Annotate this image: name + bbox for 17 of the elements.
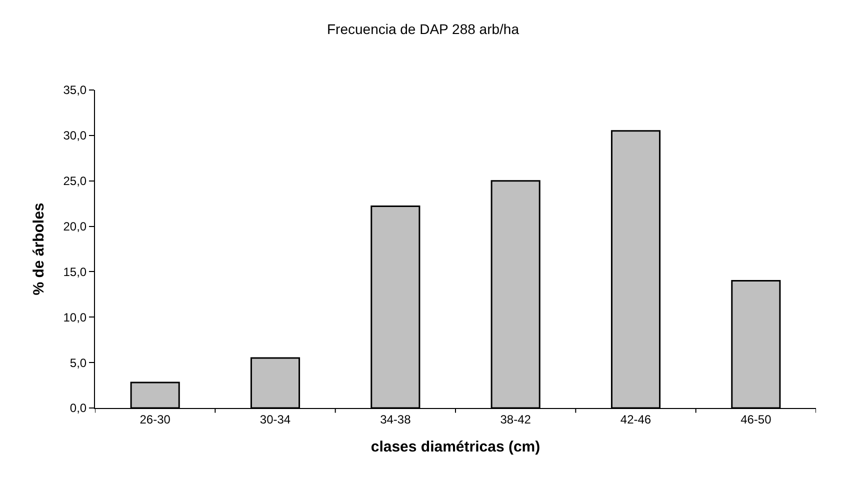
chart-title: Frecuencia de DAP 288 arb/ha: [327, 21, 520, 38]
y-tick-label: 35,0: [63, 83, 87, 98]
x-tick-label: 38-42: [500, 412, 532, 426]
y-tick-label: 0,0: [70, 401, 87, 416]
x-tick-label: 26-30: [140, 412, 171, 426]
y-tick-label: 5,0: [70, 356, 87, 370]
y-tick-label: 30,0: [63, 128, 87, 143]
y-axis-title: % de árboles: [30, 202, 48, 296]
x-tick-label: 42-46: [620, 412, 652, 426]
y-tick-label: 10,0: [63, 310, 87, 324]
x-tick-label: 46-50: [740, 412, 772, 426]
x-tick-label: 34-38: [380, 412, 412, 426]
x-tick-label: 30-34: [260, 412, 291, 426]
y-tick-label: 15,0: [63, 264, 87, 279]
y-tick-label: 25,0: [63, 174, 87, 188]
x-axis-title: clases diamétricas (cm): [370, 438, 540, 456]
y-tick-label: 20,0: [63, 219, 87, 234]
